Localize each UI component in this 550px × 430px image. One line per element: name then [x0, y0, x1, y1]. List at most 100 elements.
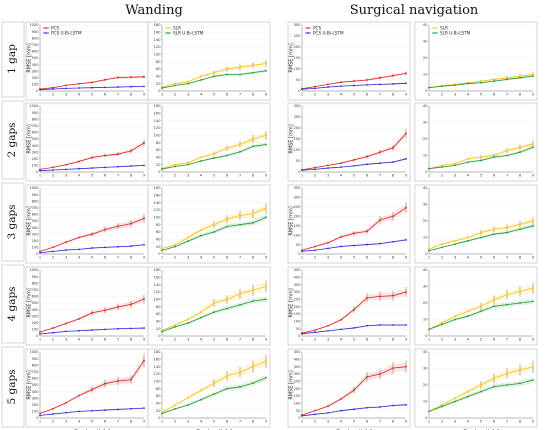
data-point: [78, 87, 80, 89]
x-tick-label: 6: [104, 420, 107, 424]
y-tick-label: 400: [32, 63, 40, 67]
data-point: [187, 322, 189, 325]
x-tick-label: 2: [52, 338, 54, 342]
data-point: [239, 150, 241, 153]
y-tick-label: 250: [294, 380, 302, 384]
data-point: [52, 88, 54, 90]
y-tick-label: 100: [32, 246, 40, 250]
x-tick-label: 1: [39, 93, 41, 97]
data-point: [226, 147, 228, 150]
x-tick-label: 4: [78, 338, 81, 342]
y-tick-label: 100: [32, 410, 40, 414]
x-tick-label: 1: [161, 420, 163, 424]
data-point: [327, 247, 329, 250]
data-point: [493, 305, 495, 308]
x-tick-label: 5: [480, 338, 482, 342]
panel-border: [414, 102, 538, 182]
chart-panel: 0 50 100 150 200 250 300 350 1 2 3 4 5 6 7 8 9 RMSE [mm]: [287, 184, 411, 264]
data-point: [379, 219, 381, 221]
y-tick-label: 0: [36, 416, 39, 420]
data-point: [340, 245, 342, 248]
panel-border: [147, 348, 271, 428]
y-tick-label: 60: [156, 312, 161, 316]
data-point: [213, 223, 215, 226]
data-point: [467, 395, 469, 398]
x-tick-label: 2: [174, 174, 176, 178]
data-point: [405, 72, 407, 75]
y-axis-label: RMSE [mm]: [27, 370, 33, 399]
x-tick-label: 4: [340, 338, 343, 342]
data-point: [52, 327, 54, 329]
x-tick-label: 4: [78, 256, 81, 260]
data-point: [91, 233, 93, 236]
y-tick-label: 1000: [29, 23, 39, 27]
data-point: [519, 223, 521, 226]
x-tick-label: 5: [213, 256, 215, 260]
y-tick-label: 60: [156, 148, 161, 152]
data-point: [174, 404, 176, 407]
chart-panel: 0 50 100 150 200 250 300 350 400 450 1 2 3 4 5 6 7 8 9 RMSE…: [287, 266, 411, 346]
data-point: [65, 241, 67, 244]
data-point: [467, 310, 469, 313]
data-point: [379, 373, 381, 375]
x-tick-label: 8: [392, 256, 395, 260]
y-tick-label: 160: [154, 112, 162, 116]
data-point: [39, 250, 41, 253]
data-point: [392, 324, 394, 326]
data-point: [532, 220, 534, 222]
data-point: [454, 84, 456, 87]
data-point: [39, 168, 41, 171]
data-point: [226, 68, 228, 70]
x-tick-label: 8: [252, 93, 255, 97]
legend-label: SLR: [440, 25, 448, 30]
panel-border: [25, 348, 149, 428]
y-tick-label: 700: [32, 206, 40, 210]
y-tick-label: 120: [154, 45, 162, 49]
y-tick-label: 30: [423, 367, 428, 371]
data-point: [506, 226, 508, 229]
data-point: [117, 408, 119, 411]
data-point: [174, 245, 176, 248]
chart-panel: 0 20 40 60 80 100 120 140 160 180 1 2 3 4 5 6 7 8 9: [147, 102, 271, 182]
y-tick-label: 80: [156, 141, 161, 145]
x-tick-label: 8: [130, 256, 133, 260]
data-point: [379, 76, 381, 79]
y-tick-label: 600: [32, 213, 40, 217]
y-tick-label: 180: [154, 268, 162, 272]
data-point: [428, 328, 430, 331]
legend-label: PCS U-Bi-LSTM: [313, 30, 344, 35]
y-tick-label: 400: [32, 308, 40, 312]
y-tick-label: 0: [36, 170, 39, 174]
data-point: [200, 389, 202, 392]
data-point: [532, 143, 534, 145]
data-point: [239, 292, 241, 295]
data-point: [340, 162, 342, 165]
y-axis-label: RMSE [mm]: [289, 370, 295, 399]
legend-label: PCS U-Bi-LSTM: [51, 30, 82, 35]
data-point: [252, 212, 254, 215]
data-point: [366, 230, 368, 233]
x-tick-label: 7: [379, 174, 381, 178]
data-point: [117, 153, 119, 156]
data-point: [301, 88, 303, 91]
data-point: [91, 312, 93, 314]
x-tick-label: 4: [78, 93, 81, 97]
y-tick-label: 0: [158, 170, 161, 174]
x-tick-label: 6: [493, 338, 496, 342]
data-point: [117, 225, 119, 228]
legend-label: SLR U-Bi-LSTM: [440, 30, 471, 35]
data-point: [252, 64, 254, 67]
y-tick-label: 100: [294, 320, 302, 324]
y-tick-label: 1000: [29, 186, 39, 190]
data-point: [65, 163, 67, 166]
x-tick-label: 3: [65, 93, 67, 97]
x-tick-label: 3: [65, 338, 67, 342]
chart-panel: 0 100 200 300 400 500 600 700 800 900 1000 1 2 3 4 5 6 7 8…: [25, 102, 149, 182]
panel-border: [147, 21, 271, 101]
x-tick-label: 1: [301, 93, 303, 97]
data-point: [78, 236, 80, 239]
data-point: [265, 360, 267, 363]
data-point: [265, 216, 267, 219]
x-tick-label: 7: [506, 256, 508, 260]
x-tick-label: 8: [519, 174, 522, 178]
